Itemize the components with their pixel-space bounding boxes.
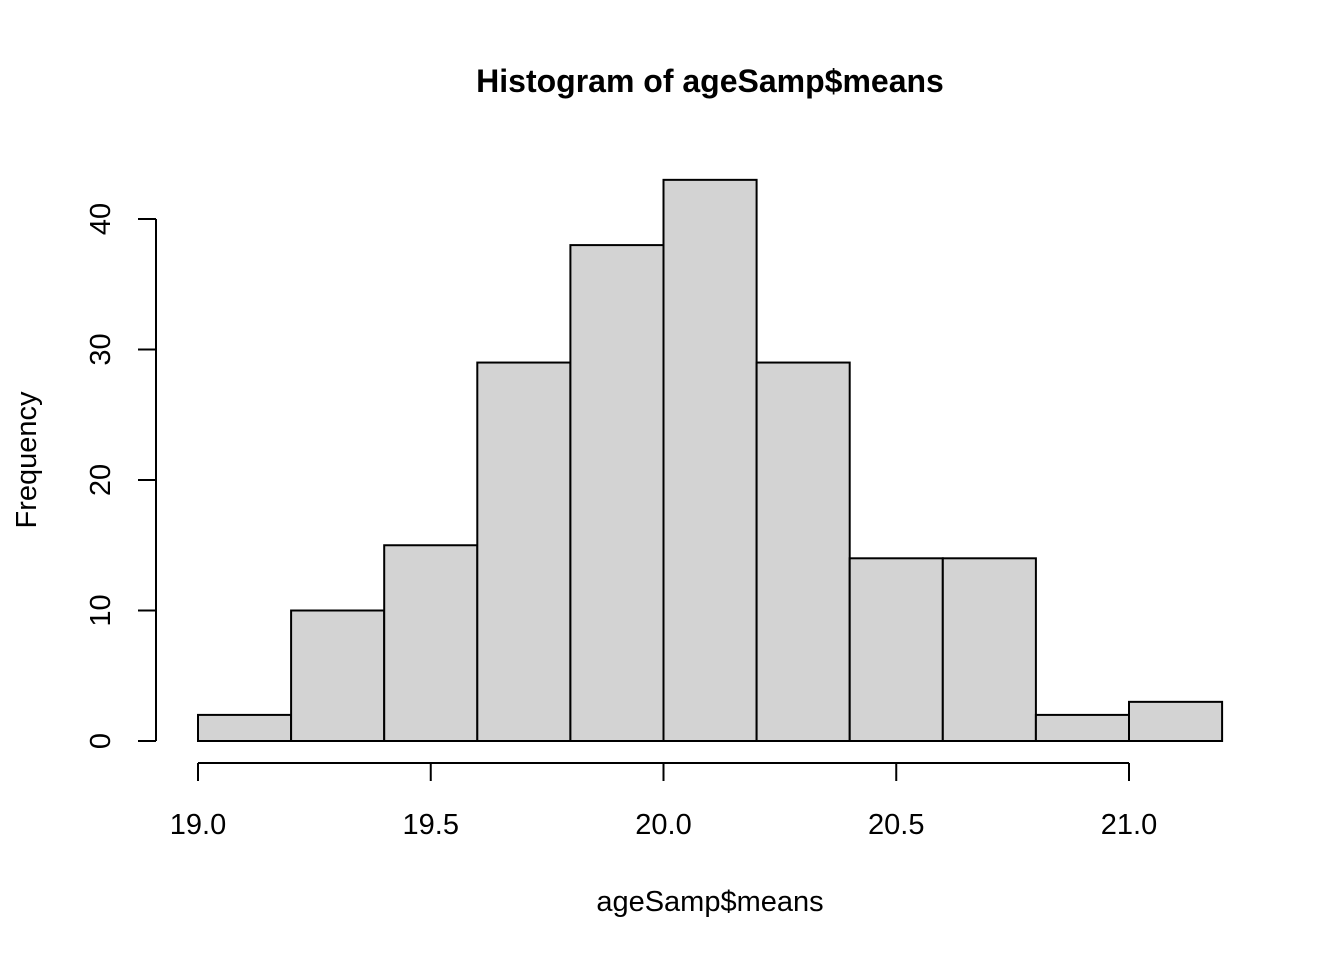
- y-tick-label: 30: [85, 333, 117, 365]
- y-axis-label: Frequency: [11, 391, 43, 529]
- x-axis-label: ageSamp$means: [596, 886, 823, 918]
- histogram-bar: [848, 557, 944, 742]
- y-tick-label: 0: [85, 733, 117, 749]
- x-tick-label: 20.5: [868, 809, 924, 841]
- histogram-bar: [197, 713, 293, 743]
- y-tick-label: 20: [85, 464, 117, 496]
- x-tick-label: 20.0: [635, 809, 691, 841]
- y-tick-label: 10: [85, 594, 117, 626]
- x-axis: 19.0 19.5 20.0 20.5 21.0: [170, 762, 1157, 841]
- histogram-bar: [383, 544, 479, 742]
- histogram-bar: [1128, 700, 1224, 742]
- x-tick-label: 21.0: [1101, 809, 1157, 841]
- histogram-bar: [755, 361, 851, 742]
- bars-group: [197, 178, 1224, 743]
- y-tick-label: 40: [85, 203, 117, 235]
- x-tick-label: 19.0: [170, 809, 226, 841]
- x-tick-label: 19.5: [403, 809, 459, 841]
- histogram-bar: [941, 557, 1037, 742]
- histogram-bar: [476, 361, 572, 742]
- histogram-bar: [1034, 713, 1131, 743]
- histogram-bar: [290, 609, 386, 742]
- histogram-bar: [662, 178, 758, 743]
- y-axis: 0 10 20 30 40: [85, 203, 157, 749]
- histogram-bar: [569, 244, 665, 742]
- chart-title: Histogram of ageSamp$means: [476, 63, 944, 99]
